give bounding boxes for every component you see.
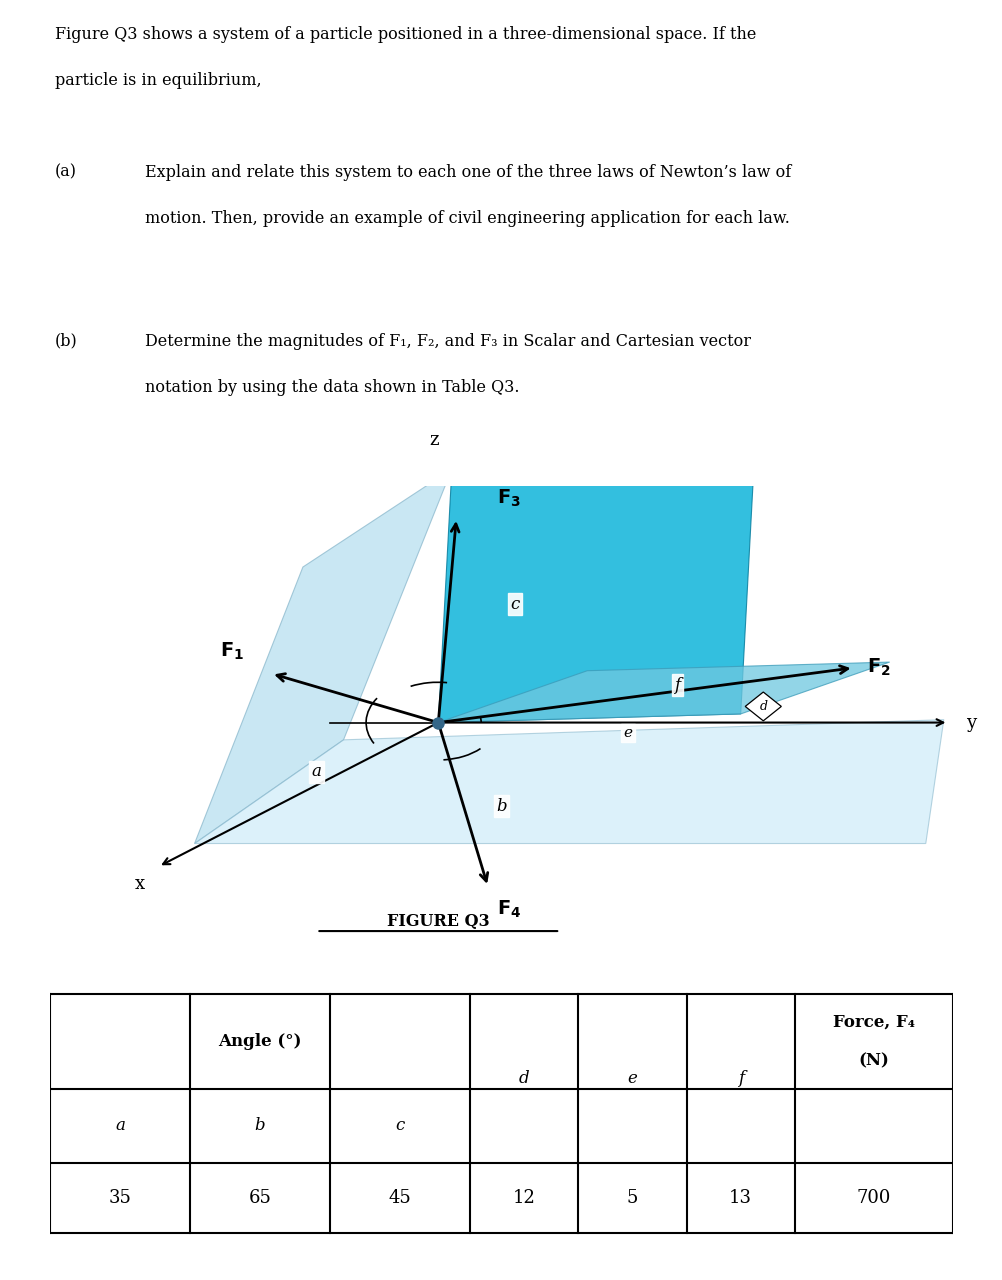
Text: Explain and relate this system to each one of the three laws of Newton’s law of: Explain and relate this system to each o… xyxy=(145,164,791,180)
Text: FIGURE Q3: FIGURE Q3 xyxy=(387,913,489,929)
Text: c: c xyxy=(510,596,519,613)
Polygon shape xyxy=(438,461,754,722)
Text: 700: 700 xyxy=(856,1189,890,1207)
Text: b: b xyxy=(496,797,506,814)
Polygon shape xyxy=(194,719,943,844)
Text: $\mathbf{F_4}$: $\mathbf{F_4}$ xyxy=(497,899,521,919)
Text: motion. Then, provide an example of civil engineering application for each law.: motion. Then, provide an example of civi… xyxy=(145,210,790,227)
Text: a: a xyxy=(115,1117,125,1134)
Polygon shape xyxy=(194,468,452,844)
Text: c: c xyxy=(395,1117,404,1134)
Text: $\mathbf{F_1}$: $\mathbf{F_1}$ xyxy=(219,641,244,662)
Text: (a): (a) xyxy=(55,164,77,180)
Text: f: f xyxy=(736,1070,743,1087)
Polygon shape xyxy=(438,662,889,722)
Text: Figure Q3 shows a system of a particle positioned in a three-dimensional space. : Figure Q3 shows a system of a particle p… xyxy=(55,26,756,42)
Text: 5: 5 xyxy=(626,1189,637,1207)
Text: e: e xyxy=(623,726,631,740)
Text: a: a xyxy=(312,763,321,780)
Text: 45: 45 xyxy=(388,1189,411,1207)
Text: d: d xyxy=(518,1070,529,1087)
Text: Angle (°): Angle (°) xyxy=(218,1033,302,1050)
Text: b: b xyxy=(255,1117,266,1134)
Text: f: f xyxy=(673,677,680,694)
Text: (N): (N) xyxy=(858,1052,889,1070)
Text: Force, F₄: Force, F₄ xyxy=(832,1014,914,1030)
Text: x: x xyxy=(134,876,144,893)
Text: $\mathbf{F_3}$: $\mathbf{F_3}$ xyxy=(497,488,520,509)
Text: 35: 35 xyxy=(108,1189,131,1207)
Text: d: d xyxy=(759,700,767,713)
Text: particle is in equilibrium,: particle is in equilibrium, xyxy=(55,72,262,88)
Polygon shape xyxy=(744,692,781,721)
Text: e: e xyxy=(627,1070,636,1087)
Text: z: z xyxy=(429,431,438,449)
Text: y: y xyxy=(966,713,976,732)
Text: 12: 12 xyxy=(512,1189,535,1207)
Text: $\mathbf{F_2}$: $\mathbf{F_2}$ xyxy=(866,657,890,678)
Text: (b): (b) xyxy=(55,333,78,349)
Text: 65: 65 xyxy=(248,1189,272,1207)
Text: 13: 13 xyxy=(728,1189,752,1207)
Text: Determine the magnitudes of F₁, F₂, and F₃ in Scalar and Cartesian vector: Determine the magnitudes of F₁, F₂, and … xyxy=(145,333,750,349)
Text: notation by using the data shown in Table Q3.: notation by using the data shown in Tabl… xyxy=(145,379,519,396)
